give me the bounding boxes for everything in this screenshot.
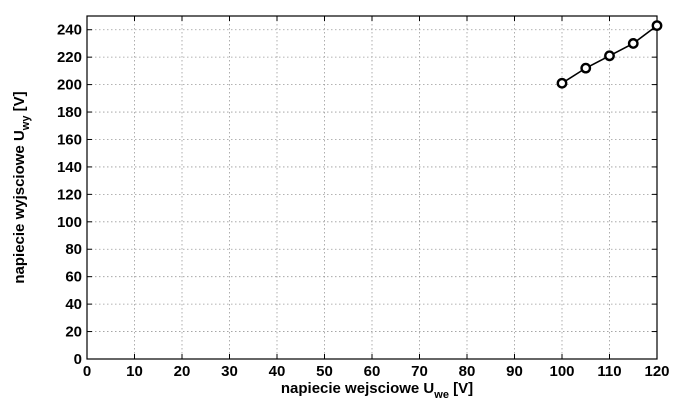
data-point (580, 62, 592, 74)
series-group (556, 20, 663, 89)
x-tick-label: 0 (83, 363, 91, 380)
x-tick-label: 90 (506, 363, 523, 380)
y-tick-label: 20 (65, 324, 82, 341)
x-tick-label: 10 (126, 363, 143, 380)
grid (87, 16, 657, 359)
axis-label-subscript: wy (20, 115, 32, 132)
y-tick-label: 160 (57, 131, 82, 148)
data-point (556, 77, 568, 89)
data-point (627, 38, 639, 49)
axis-label-text: napiecie wejsciowe U (281, 380, 434, 397)
x-tick-label: 40 (269, 363, 286, 380)
y-axis-label: napiecie wyjsciowe Uwy [V] (11, 91, 32, 283)
x-tick-label: 120 (644, 363, 669, 380)
x-tick-label: 100 (549, 363, 574, 380)
x-tick-label: 50 (316, 363, 333, 380)
y-tick-label: 120 (57, 186, 82, 203)
y-tick-label: 100 (57, 214, 82, 231)
y-tick-label: 180 (57, 104, 82, 121)
y-tick-label: 60 (65, 269, 82, 286)
x-tick-label: 20 (174, 363, 191, 380)
x-tick-label: 80 (459, 363, 476, 380)
data-point (651, 20, 663, 32)
x-tick-label: 30 (221, 363, 238, 380)
axis-label-text: napiecie wyjsciowe U (11, 130, 28, 283)
ticks: 0 10 20 30 40 50 60 70 80 90 100 110 120 0 20 40 60 80 100… (57, 16, 670, 380)
data-point (604, 50, 615, 62)
y-tick-label: 240 (57, 22, 82, 39)
y-tick-label: 140 (57, 159, 82, 176)
x-tick-label: 110 (597, 363, 621, 380)
y-tick-label: 80 (65, 241, 82, 258)
axis-label-unit: [V] (449, 380, 473, 397)
y-tick-label: 40 (65, 296, 82, 313)
axis-label-subscript: we (433, 389, 449, 401)
y-tick-label: 200 (57, 77, 82, 94)
y-tick-label: 220 (57, 49, 82, 66)
x-axis-label: napiecie wejsciowe Uwe [V] (281, 380, 473, 401)
axis-label-unit: [V] (11, 91, 28, 115)
x-tick-label: 60 (364, 363, 381, 380)
y-tick-label: 0 (74, 351, 82, 368)
x-tick-label: 70 (411, 363, 428, 380)
